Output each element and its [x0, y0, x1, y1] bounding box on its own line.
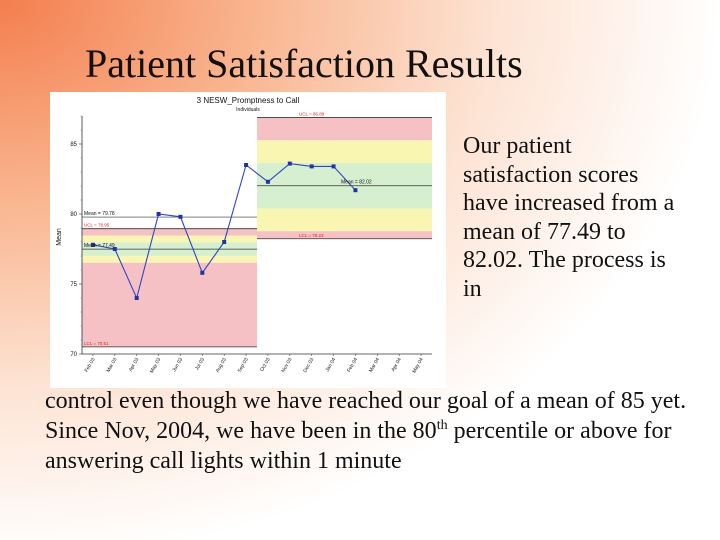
x-tick-label: Nov 03: [280, 357, 293, 374]
bottom-text-part-1: control even though we have reached our …: [45, 388, 687, 444]
y-tick-label: 70: [70, 352, 77, 358]
bottom-text-superscript: th: [436, 418, 448, 433]
x-tick-label: Sep 03: [237, 357, 250, 374]
data-point: [309, 164, 314, 169]
control-chart: 3 NESW_Promptness to Call Individuals Me…: [50, 92, 446, 388]
bottom-text-part-2: percentile or above for answering call l…: [45, 418, 672, 474]
y-tick-label: 75: [70, 282, 77, 288]
x-tick-label: Aug 03: [215, 357, 228, 374]
data-point: [331, 164, 336, 169]
data-point: [112, 247, 117, 251]
x-tick-label: Feb 04: [346, 357, 359, 374]
control-limit-lines: [82, 117, 432, 348]
x-tick-label: Jan 04: [325, 357, 338, 373]
zone-bands: [82, 117, 432, 347]
data-point: [156, 212, 161, 216]
zone-band: [82, 255, 257, 263]
data-point: [178, 214, 183, 219]
data-point: [222, 240, 227, 244]
y-tick-label: 85: [70, 142, 77, 148]
data-series: [90, 161, 358, 300]
x-tick-label: Dec 03: [302, 357, 315, 374]
x-tick-label: Mar 04: [368, 357, 381, 374]
zone-band: [82, 228, 257, 236]
zone-band: [257, 185, 432, 209]
data-point: [265, 179, 270, 184]
lcl-label: LCL = 70.51: [84, 341, 109, 346]
y-axis-label: Mean: [56, 228, 63, 246]
ucl-label: UCL = 78.95: [84, 223, 110, 228]
x-tick-label: Apr 03: [128, 357, 141, 373]
x-tick-label: Jun 03: [171, 357, 184, 373]
data-point: [244, 163, 249, 167]
limit-labels: UCL = 78.95 Mean = 77.49 LCL = 70.51 UCL = …: [84, 112, 372, 346]
mean-label: Mean = 77.49: [84, 243, 115, 249]
zone-band: [82, 262, 257, 347]
x-tick-label: Mar 03: [106, 357, 119, 374]
ucl-label: UCL = 86.89: [299, 112, 325, 117]
lcl-label: LCL = 78.23: [299, 233, 324, 238]
zone-band: [82, 242, 257, 250]
x-tick-label: Feb 03: [84, 357, 97, 374]
mean-label: Mean = 82.02: [341, 180, 372, 186]
data-point: [200, 270, 205, 275]
x-tick-label: Jul 03: [194, 357, 206, 372]
data-point: [353, 188, 358, 193]
y-tick-label: 80: [70, 212, 77, 218]
slide-title: Patient Satisfaction Results: [85, 41, 523, 86]
zone-band: [257, 208, 432, 232]
zone-band: [257, 162, 432, 186]
data-point: [287, 161, 292, 166]
zone-band: [257, 117, 432, 141]
data-point: [90, 242, 95, 247]
mean-marker-label: Mean = 79.78: [84, 211, 115, 217]
bottom-text: control even though we have reached our …: [45, 386, 695, 476]
zone-band: [257, 140, 432, 163]
zone-band: [82, 235, 257, 243]
zone-band: [82, 249, 257, 256]
control-chart-svg: 3 NESW_Promptness to Call Individuals Me…: [56, 96, 432, 374]
x-tick-label: Apr 04: [390, 357, 403, 373]
x-tick-label: May 04: [411, 357, 425, 374]
chart-title: 3 NESW_Promptness to Call: [197, 96, 300, 105]
x-tick-label: May 03: [149, 357, 163, 374]
zone-band: [257, 231, 432, 239]
side-text: Our patient satisfaction scores have inc…: [463, 133, 675, 302]
x-tick-label: Oct 03: [259, 357, 272, 373]
data-point: [134, 296, 139, 300]
chart-subtitle: Individuals: [236, 107, 260, 113]
